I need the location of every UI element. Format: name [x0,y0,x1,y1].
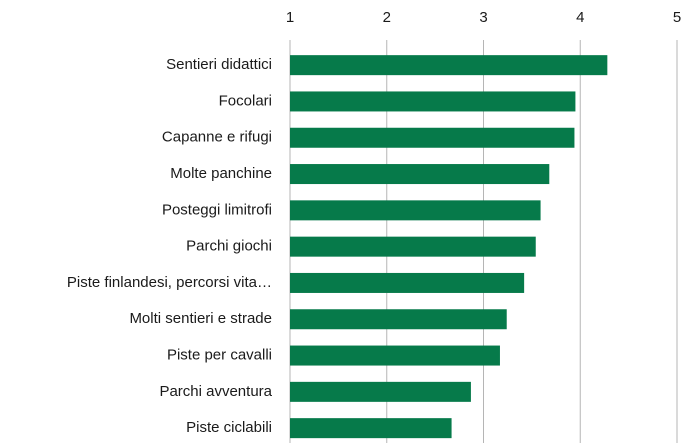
bar [290,127,575,148]
x-tick-label: 4 [576,9,584,26]
y-tick-label: Piste ciclabili [186,419,272,436]
y-tick-label: Piste finlandesi, percorsi vita… [67,274,272,291]
y-tick-label: Capanne e rifugi [162,129,272,146]
bar [290,200,541,221]
y-tick-label: Posteggi limitrofi [162,201,272,218]
bar [290,236,536,257]
y-tick-label: Piste per cavalli [167,347,272,364]
y-tick-label: Molti sentieri e strade [129,310,272,327]
bar [290,164,550,185]
x-tick-label: 3 [479,9,487,26]
bar [290,55,608,76]
bar [290,309,507,330]
bar [290,345,500,366]
x-tick-label: 2 [383,9,391,26]
bar [290,418,452,439]
y-tick-label: Focolari [219,92,272,109]
y-tick-label: Molte panchine [170,165,272,182]
bar [290,91,576,112]
y-tick-label: Parchi giochi [186,238,272,255]
bar [290,272,525,293]
bar [290,381,471,402]
y-tick-label: Parchi avventura [159,383,272,400]
x-tick-label: 5 [673,9,681,26]
y-tick-label: Sentieri didattici [166,56,272,73]
x-tick-label: 1 [286,9,294,26]
